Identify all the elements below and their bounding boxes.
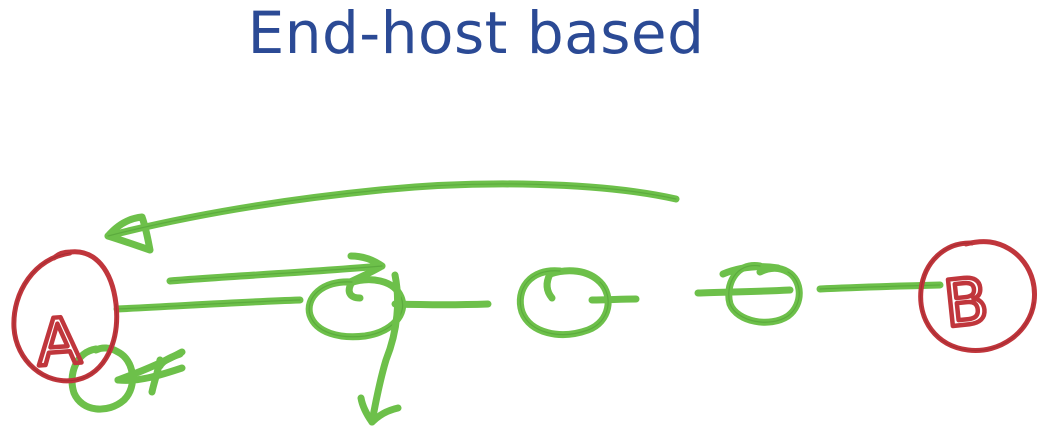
router-node-3 [719, 262, 803, 326]
forward-arrow [166, 252, 386, 286]
drop-arrow [357, 271, 402, 426]
network-links [113, 281, 944, 313]
router-node-1 [305, 276, 406, 341]
host-a-node: A [11, 249, 120, 384]
local-probe-node [68, 344, 186, 413]
host-b-node: B [918, 239, 1037, 353]
host-b-label: B [941, 264, 992, 342]
router-node-2 [516, 267, 612, 338]
host-a-label: A [34, 305, 83, 382]
slide-title: End-host based [247, 0, 705, 67]
return-arrow [104, 180, 680, 254]
